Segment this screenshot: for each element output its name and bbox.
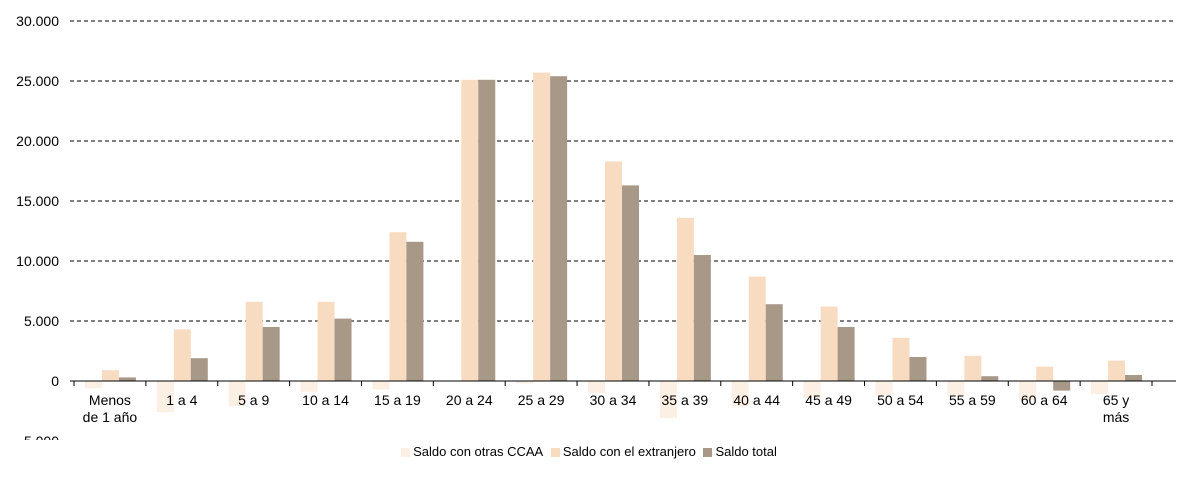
bar-series0-cat0	[84, 381, 102, 389]
x-tick-label: 35 a 39	[662, 392, 709, 408]
bar-series2-cat8	[693, 255, 711, 381]
bar-series1-cat13	[1036, 366, 1054, 381]
bar-series2-cat9	[765, 304, 783, 381]
y-tick-label: 10.000	[16, 253, 59, 269]
bar-series1-cat11	[892, 337, 910, 381]
bar-series1-cat1	[173, 329, 191, 381]
bar-series2-cat6	[550, 76, 568, 381]
y-tick-label: 25.000	[16, 73, 59, 89]
bar-series2-cat12	[981, 376, 999, 381]
x-tick-label: 55 a 59	[949, 392, 996, 408]
y-tick-label: -5.000	[19, 433, 59, 440]
bar-series2-cat3	[334, 318, 352, 381]
x-tick-label: Menos	[89, 392, 131, 408]
bar-series0-cat8	[659, 381, 677, 419]
legend: Saldo con otras CCAA Saldo con el extran…	[0, 444, 1178, 459]
bar-series1-cat7	[605, 161, 622, 381]
bar-series0-cat3	[300, 381, 318, 392]
legend-item-extranjero: Saldo con el extranjero	[550, 444, 696, 459]
bar-series1-cat10	[820, 306, 838, 381]
bar-series0-cat12	[947, 381, 965, 397]
x-tick-label: 50 a 54	[877, 392, 924, 408]
bar-series1-cat0	[101, 370, 119, 381]
legend-label-otras-ccaa: Saldo con otras CCAA	[413, 444, 544, 459]
x-tick-label: 40 a 44	[733, 392, 780, 408]
y-tick-label: 20.000	[16, 133, 59, 149]
bar-series2-cat2	[262, 327, 280, 381]
bar-series0-cat7	[588, 381, 605, 393]
bar-series0-cat13	[1019, 381, 1037, 401]
bar-series1-cat14	[1108, 360, 1126, 381]
bar-series1-cat3	[317, 301, 335, 381]
legend-item-otras-ccaa: Saldo con otras CCAA	[401, 444, 543, 459]
y-tick-label: 0	[51, 373, 59, 389]
bar-series1-cat12	[964, 355, 982, 381]
x-tick-label: 10 a 14	[302, 392, 349, 408]
y-tick-label: 30.000	[16, 13, 59, 29]
bar-series0-cat11	[875, 381, 893, 396]
bar-series2-cat10	[837, 327, 855, 381]
x-tick-label: 15 a 19	[374, 392, 421, 408]
x-tick-label: 65 y	[1103, 392, 1129, 408]
bar-series0-cat14	[1091, 381, 1109, 395]
legend-label-total: Saldo total	[715, 444, 777, 459]
y-tick-label: 5.000	[24, 313, 59, 329]
bar-series1-cat6	[533, 72, 551, 381]
bar-series0-cat6	[516, 381, 534, 384]
bar-series2-cat1	[190, 358, 208, 381]
y-tick-label: 15.000	[16, 193, 59, 209]
bar-series1-cat4	[389, 232, 407, 381]
bar-series1-cat2	[245, 301, 263, 381]
x-tick-label: 60 a 64	[1021, 392, 1068, 408]
bar-series0-cat2	[228, 381, 246, 407]
bar-series2-cat14	[1125, 375, 1143, 381]
x-tick-label: 5 a 9	[238, 392, 269, 408]
chart-svg: 30.000 25.000 20.000 15.000 10.000 5.000 0 -5.0…	[16, 13, 1176, 440]
x-tick-label: 1 a 4	[166, 392, 197, 408]
x-tick-label: 25 a 29	[518, 392, 565, 408]
bar-series1-cat8	[676, 217, 694, 381]
legend-label-extranjero: Saldo con el extranjero	[562, 444, 696, 459]
bar-series1-cat9	[748, 276, 766, 381]
x-tick-label: 45 a 49	[805, 392, 852, 408]
x-tick-label: 20 a 24	[446, 392, 493, 408]
bar-series0-cat10	[803, 381, 821, 398]
bar-series1-cat5	[461, 79, 479, 382]
legend-swatch-otras-ccaa	[401, 448, 411, 457]
bar-series2-cat0	[118, 377, 136, 381]
bar-series2-cat11	[909, 357, 927, 381]
x-tick-label: de 1 año	[83, 409, 138, 425]
bar-series2-cat4	[406, 241, 424, 381]
legend-swatch-total	[703, 448, 713, 457]
bar-series0-cat9	[731, 381, 749, 407]
x-tick-label: más	[1103, 409, 1129, 425]
legend-swatch-extranjero	[550, 448, 560, 457]
bar-series0-cat4	[372, 381, 390, 390]
bar-series0-cat1	[156, 381, 174, 413]
bar-series2-cat5	[478, 79, 496, 382]
bar-series2-cat13	[1053, 381, 1071, 391]
legend-item-total: Saldo total	[703, 444, 777, 459]
x-tick-label: 30 a 34	[590, 392, 637, 408]
bar-series2-cat7	[622, 185, 639, 381]
